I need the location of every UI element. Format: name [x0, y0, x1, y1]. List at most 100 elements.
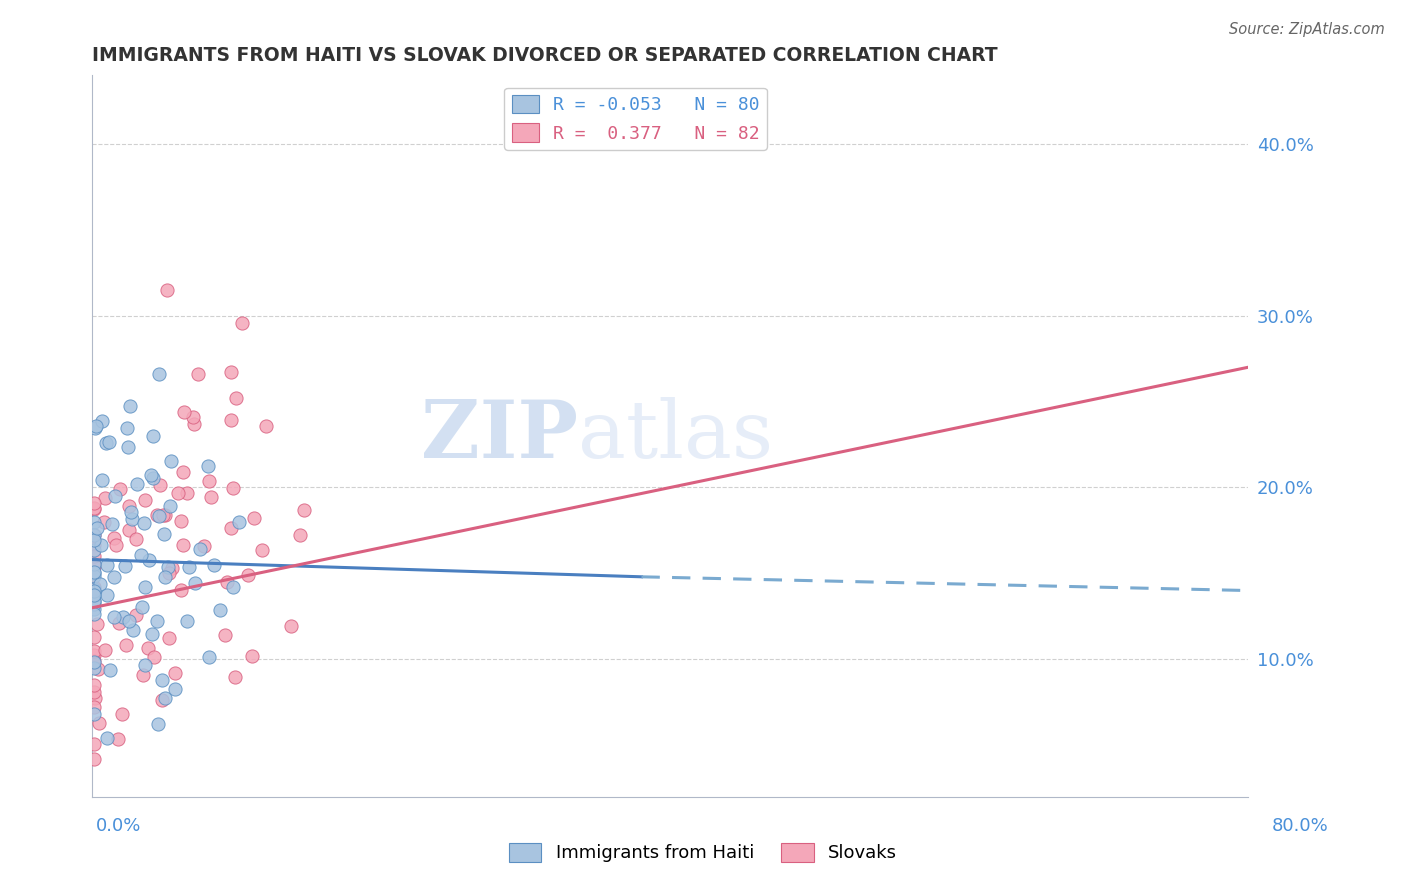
Point — [176, 486, 198, 500]
Point — [107, 732, 129, 747]
Point — [219, 521, 242, 535]
Point — [104, 490, 127, 504]
Point — [139, 468, 162, 483]
Point — [83, 585, 105, 599]
Point — [83, 549, 105, 564]
Point — [138, 553, 160, 567]
Point — [90, 538, 112, 552]
Point — [94, 643, 117, 657]
Point — [136, 640, 159, 655]
Point — [152, 526, 174, 541]
Point — [197, 649, 219, 664]
Point — [83, 557, 105, 571]
Point — [83, 501, 105, 516]
Point — [222, 482, 245, 496]
Point — [148, 716, 170, 731]
Point — [125, 608, 148, 623]
Point — [83, 580, 105, 594]
Point — [90, 474, 112, 488]
Point — [83, 752, 105, 766]
Point — [148, 368, 170, 382]
Point — [101, 517, 124, 532]
Point — [103, 610, 125, 624]
Point — [83, 656, 105, 670]
Point — [83, 593, 105, 607]
Point — [187, 368, 209, 382]
Point — [142, 428, 165, 442]
Point — [83, 515, 105, 529]
Point — [159, 500, 181, 514]
Point — [157, 560, 180, 574]
Point — [127, 477, 149, 491]
Point — [188, 541, 211, 556]
Point — [83, 566, 105, 580]
Point — [83, 582, 105, 597]
Point — [118, 399, 141, 413]
Point — [115, 421, 138, 435]
Point — [148, 509, 170, 524]
Point — [153, 691, 176, 706]
Point — [93, 516, 115, 530]
Point — [173, 405, 195, 419]
Point — [142, 650, 165, 665]
Point — [170, 514, 193, 528]
Point — [83, 589, 105, 603]
Point — [215, 575, 238, 590]
Point — [165, 682, 187, 697]
Point — [83, 588, 105, 602]
Point — [240, 649, 263, 664]
Point — [132, 516, 155, 530]
Point — [219, 412, 242, 426]
Point — [292, 503, 315, 517]
Point — [254, 419, 277, 434]
Point — [118, 524, 141, 538]
Point — [156, 283, 179, 297]
Point — [83, 528, 105, 542]
Point — [221, 580, 243, 594]
Point — [83, 542, 105, 557]
Point — [134, 580, 156, 594]
Point — [121, 511, 143, 525]
Point — [84, 690, 107, 705]
Point — [96, 731, 118, 745]
Text: ZIP: ZIP — [420, 397, 578, 475]
Point — [149, 478, 172, 492]
Point — [94, 435, 117, 450]
Point — [176, 614, 198, 628]
Point — [83, 648, 105, 663]
Point — [204, 558, 226, 572]
Text: 0.0%: 0.0% — [96, 817, 141, 835]
Point — [146, 614, 169, 628]
Point — [110, 482, 132, 496]
Legend: Immigrants from Haiti, Slovaks: Immigrants from Haiti, Slovaks — [502, 836, 904, 870]
Point — [152, 508, 174, 522]
Point — [108, 616, 131, 631]
Point — [157, 566, 180, 580]
Point — [114, 559, 136, 574]
Point — [90, 414, 112, 428]
Point — [153, 508, 176, 523]
Point — [153, 570, 176, 584]
Point — [98, 812, 121, 826]
Point — [103, 531, 125, 545]
Point — [134, 658, 156, 673]
Point — [118, 614, 141, 628]
Point — [122, 623, 145, 637]
Point — [83, 528, 105, 542]
Point — [83, 496, 105, 510]
Point — [183, 409, 205, 424]
Point — [86, 617, 108, 632]
Point — [83, 602, 105, 616]
Point — [125, 532, 148, 546]
Text: IMMIGRANTS FROM HAITI VS SLOVAK DIVORCED OR SEPARATED CORRELATION CHART: IMMIGRANTS FROM HAITI VS SLOVAK DIVORCED… — [93, 46, 998, 65]
Legend: R = -0.053   N = 80, R =  0.377   N = 82: R = -0.053 N = 80, R = 0.377 N = 82 — [505, 87, 768, 150]
Point — [198, 474, 221, 488]
Point — [83, 685, 105, 699]
Point — [89, 576, 111, 591]
Point — [280, 618, 302, 632]
Point — [84, 418, 107, 433]
Point — [83, 699, 105, 714]
Point — [111, 707, 134, 722]
Point — [83, 644, 105, 658]
Point — [228, 515, 250, 529]
